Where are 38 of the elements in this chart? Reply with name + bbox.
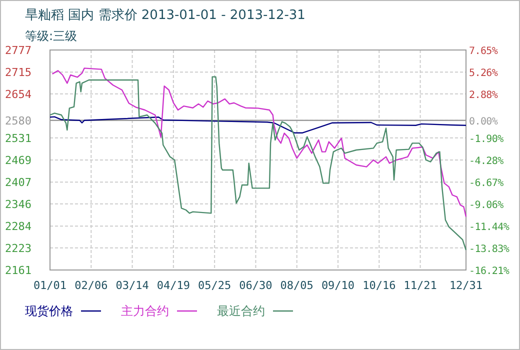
y-tick-label: 2777 [5, 44, 32, 57]
chart-title: 旱籼稻 国内 需求价 2013-01-01 - 2013-12-31 [25, 8, 306, 23]
x-tick-label: 10/16 [362, 279, 396, 292]
y2-tick-label: -13.83% [469, 244, 510, 256]
y2-tick-label: 2.88% [469, 90, 498, 101]
x-tick-label: 05/25 [198, 279, 232, 292]
y2-tick-label: -16.21% [469, 266, 510, 277]
legend-label: 现货价格 [25, 304, 73, 318]
y2-tick-label: 7.65% [469, 46, 498, 57]
x-tick-label: 12/31 [449, 279, 483, 292]
y2-tick-label: -11.44% [469, 222, 510, 234]
x-tick-label: 04/19 [156, 279, 190, 292]
y-tick-label: 2531 [5, 132, 32, 145]
x-tick-label: 03/14 [116, 279, 150, 292]
x-tick-label: 08/05 [280, 279, 314, 292]
legend-label: 主力合约 [121, 304, 169, 318]
y-tick-label: 2223 [5, 242, 32, 255]
x-tick-label: 02/06 [74, 279, 108, 292]
y2-tick-label: -6.67% [469, 178, 504, 190]
x-tick-label: 01/01 [33, 279, 67, 292]
y-tick-label: 2654 [5, 88, 32, 101]
y2-tick-label: 0.00% [469, 116, 498, 128]
chart-subtitle: 等级:三级 [25, 29, 78, 43]
legend-label: 最近合约 [217, 304, 265, 318]
y2-tick-label: -4.28% [469, 156, 504, 167]
x-tick-label: 11/21 [404, 279, 437, 292]
y-tick-label: 2346 [5, 198, 32, 211]
y-tick-label: 2284 [5, 220, 32, 234]
y-tick-label: 2715 [5, 66, 32, 80]
x-tick-label: 06/30 [239, 279, 272, 292]
y2-tick-label: -9.06% [469, 200, 504, 212]
y-tick-label: 2161 [5, 264, 32, 277]
y-tick-label: 2469 [5, 154, 32, 167]
y2-tick-label: -1.90% [469, 134, 504, 146]
x-tick-label: 09/10 [321, 279, 355, 292]
y2-tick-label: 5.26% [469, 68, 498, 80]
y-tick-label: 2407 [5, 176, 32, 190]
y-tick-label: 2580 [5, 114, 32, 128]
